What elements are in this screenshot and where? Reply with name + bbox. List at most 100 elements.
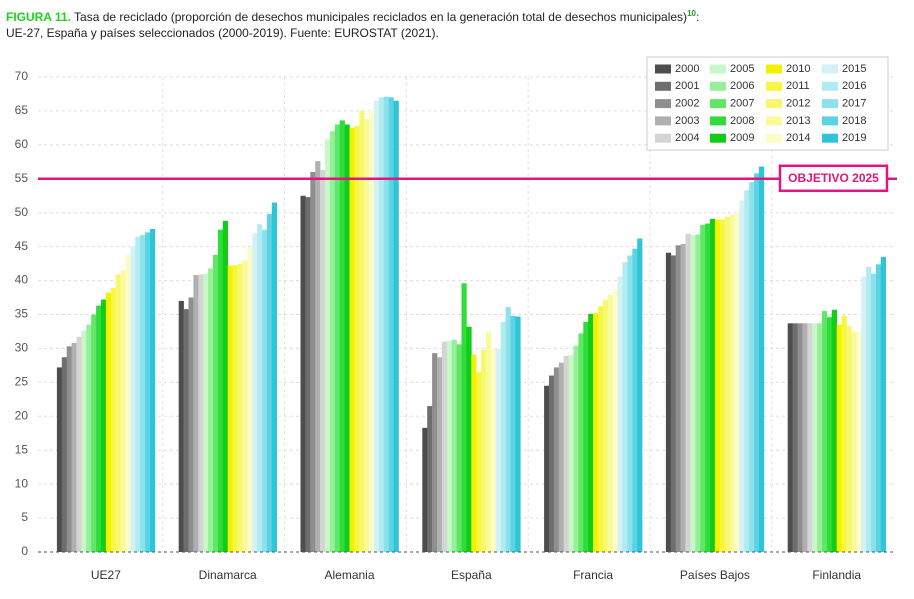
bar (441, 341, 448, 552)
bar (247, 247, 253, 553)
bar (685, 233, 691, 552)
bar (369, 110, 375, 552)
bar (334, 124, 340, 552)
bar (500, 321, 506, 552)
bar (271, 202, 277, 553)
legend-label: 2017 (842, 98, 866, 110)
legend-swatch (766, 116, 782, 126)
legend-swatch (822, 116, 838, 126)
bar (690, 235, 696, 552)
bar (227, 265, 233, 552)
legend-swatch (766, 133, 782, 143)
bar (719, 219, 725, 552)
legend-label: 2005 (730, 63, 754, 75)
bar (578, 333, 584, 552)
bar (846, 326, 852, 552)
legend-swatch (822, 99, 838, 109)
legend-label: 2019 (842, 132, 866, 144)
bar (130, 246, 136, 552)
bar (797, 323, 803, 552)
bar (198, 274, 204, 552)
bar (140, 235, 146, 552)
bar (305, 197, 311, 552)
bar (193, 275, 199, 552)
bar (427, 406, 433, 552)
bar (56, 367, 63, 552)
bar (637, 238, 643, 552)
bar (836, 324, 842, 552)
bar (593, 313, 599, 552)
bar (466, 326, 472, 552)
bar (602, 299, 609, 552)
y-tick-label: 25 (15, 375, 29, 389)
legend-label: 2001 (675, 80, 699, 92)
bar (627, 255, 633, 552)
bar (817, 323, 823, 552)
bar (841, 315, 847, 552)
bar (544, 385, 550, 552)
bar (461, 283, 467, 552)
bar (607, 294, 613, 552)
bar (812, 323, 818, 552)
bar (573, 345, 579, 552)
bar (378, 97, 385, 552)
bar (739, 200, 745, 552)
bar (329, 131, 336, 553)
footnote: 10 (687, 9, 696, 18)
bar (549, 375, 555, 552)
legend-swatch (655, 99, 671, 109)
bar (383, 96, 389, 552)
bar (476, 372, 482, 552)
bar (749, 182, 755, 552)
legend-label: 2014 (786, 132, 810, 144)
bar (700, 224, 706, 552)
legend-swatch (710, 99, 726, 109)
y-tick-label: 35 (15, 307, 29, 321)
bar (880, 256, 886, 552)
bar (675, 245, 681, 553)
y-tick-label: 30 (15, 341, 29, 355)
bar (325, 139, 331, 552)
bar (354, 125, 360, 552)
y-tick-label: 15 (15, 442, 29, 456)
bar (563, 355, 569, 552)
bar (393, 100, 399, 552)
legend-label: 2004 (675, 132, 699, 144)
legend-label: 2015 (842, 63, 866, 75)
x-tick-label: UE27 (91, 568, 121, 582)
legend-swatch (655, 116, 671, 126)
bar (680, 243, 686, 552)
bar (71, 343, 77, 552)
legend-swatch (655, 133, 671, 143)
y-tick-label: 70 (15, 69, 29, 83)
bar (734, 211, 740, 552)
target-box (778, 164, 889, 193)
bar (558, 362, 564, 552)
bar (871, 273, 877, 552)
bar (856, 331, 862, 552)
legend-label: 2003 (675, 115, 699, 127)
bar (188, 297, 194, 552)
legend-label: 2000 (675, 63, 699, 75)
title-label: FIGURA 11. (6, 10, 71, 24)
bar (315, 161, 321, 552)
legend-swatch (766, 99, 782, 109)
bar (831, 309, 837, 552)
title-suffix: : (696, 10, 699, 24)
bar (344, 124, 350, 552)
bar (432, 353, 438, 552)
bar (76, 336, 82, 552)
y-tick-label: 60 (15, 137, 29, 151)
bar (222, 220, 228, 552)
bar (364, 119, 370, 553)
bar (237, 263, 243, 552)
bar (266, 214, 273, 553)
legend-swatch (766, 64, 782, 74)
bar (754, 173, 760, 552)
bar (359, 110, 365, 552)
bar (61, 357, 67, 552)
legend-swatch (822, 64, 838, 74)
y-tick-label: 45 (15, 239, 29, 253)
legend-label: 2006 (730, 80, 754, 92)
